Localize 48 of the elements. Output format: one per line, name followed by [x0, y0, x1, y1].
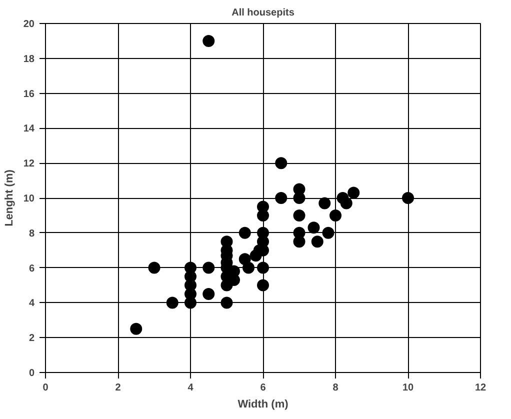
point	[275, 157, 288, 170]
point	[184, 262, 196, 274]
point	[340, 197, 352, 210]
x-tick-label: 10	[402, 382, 414, 394]
y-axis-title: Lenght (m)	[3, 169, 16, 226]
point	[257, 200, 269, 213]
point	[202, 34, 215, 47]
point	[293, 209, 306, 222]
point	[202, 262, 215, 274]
y-tick-label: 20	[23, 19, 35, 30]
point	[257, 279, 269, 292]
x-tick-label: 6	[260, 382, 266, 394]
point	[348, 186, 360, 199]
point	[202, 288, 215, 300]
y-tick-label: 14	[23, 124, 35, 135]
x-tick-label: 0	[42, 382, 49, 394]
y-tick-label: 10	[23, 194, 35, 204]
point	[330, 209, 342, 222]
chart-title: All housepits	[232, 8, 295, 18]
point	[318, 197, 331, 210]
point	[238, 226, 251, 239]
point	[308, 222, 320, 234]
point	[130, 322, 142, 335]
x-tick-label: 12	[474, 382, 486, 394]
point	[322, 226, 334, 239]
point	[257, 262, 269, 274]
point	[402, 192, 414, 204]
point	[148, 262, 160, 274]
y-tick-label: 2	[28, 333, 35, 344]
point	[220, 296, 233, 309]
y-tick-label: 12	[23, 158, 35, 170]
y-tick-label: 6	[28, 263, 35, 274]
x-tick-label: 8	[332, 382, 339, 394]
point	[293, 236, 306, 248]
y-tick-label: 4	[28, 298, 35, 310]
point	[275, 192, 288, 204]
x-tick-label: 2	[115, 382, 122, 394]
y-tick-label: 0	[28, 368, 35, 379]
y-tick-label: 18	[23, 54, 35, 65]
y-tick-label: 16	[23, 88, 35, 100]
point	[166, 296, 178, 309]
point	[257, 226, 269, 239]
x-tick-label: 4	[188, 382, 194, 394]
x-axis-title: Width (m)	[238, 398, 289, 410]
point	[242, 262, 254, 274]
y-tick-label: 8	[28, 228, 35, 240]
point	[311, 236, 324, 248]
point	[293, 192, 306, 204]
